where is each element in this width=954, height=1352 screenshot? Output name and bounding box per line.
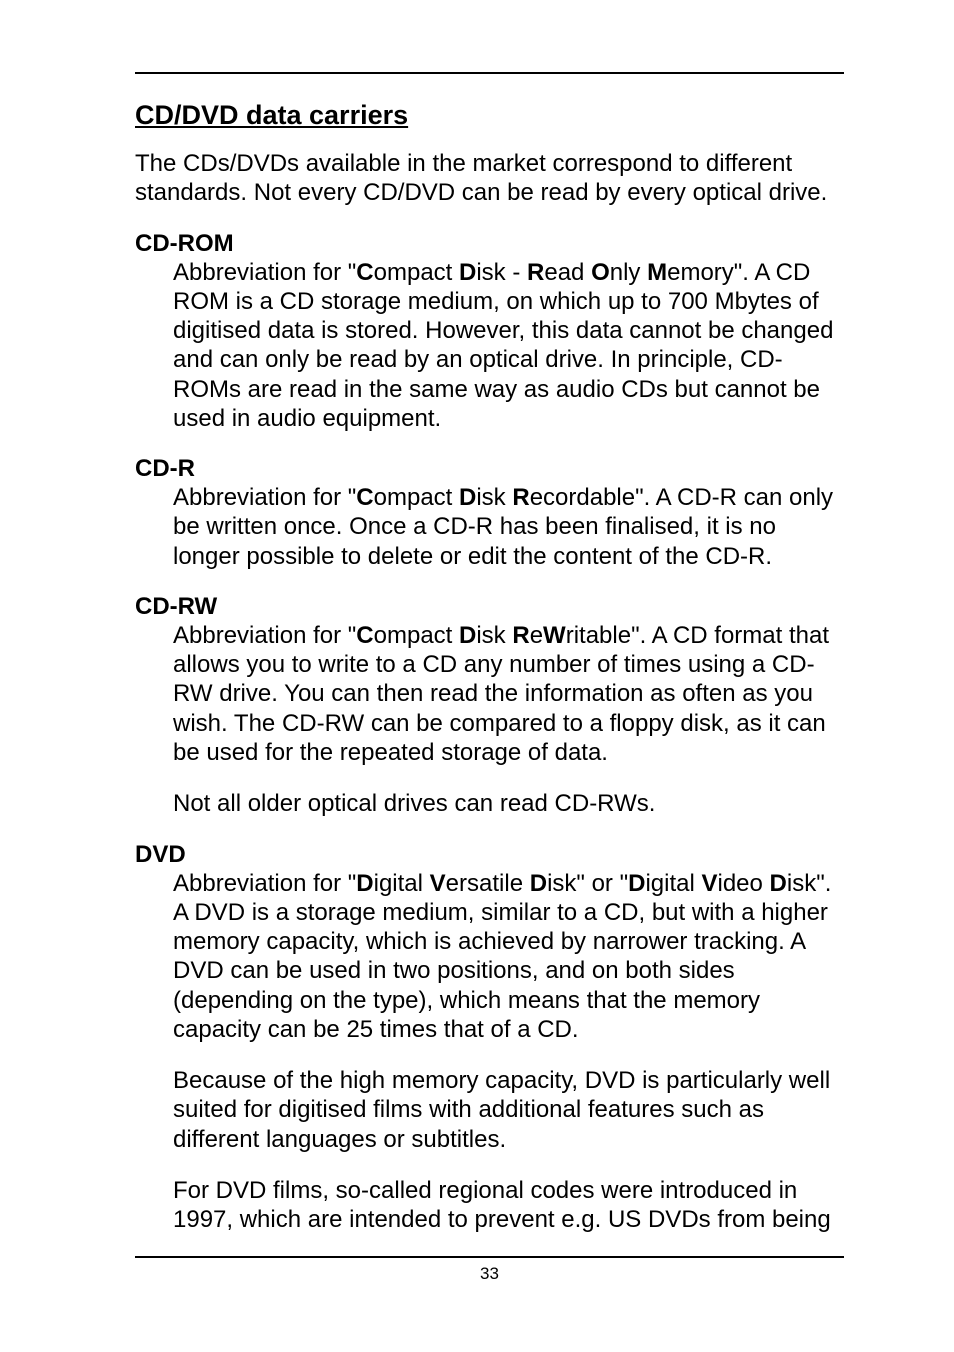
page-number: 33 [135, 1264, 844, 1284]
text-bold: D [459, 622, 476, 649]
text-bold: R [512, 484, 529, 511]
text-bold: O [591, 259, 610, 286]
text: igital [645, 870, 701, 897]
text-bold: W [543, 622, 566, 649]
text-bold: D [356, 870, 373, 897]
text: isk" or " [547, 870, 628, 897]
term-cdr: CD-R Abbreviation for "Compact Disk Reco… [135, 455, 844, 571]
term-dvd-body: Abbreviation for "Digital Versatile Disk… [173, 869, 844, 1235]
term-cdrom: CD-ROM Abbreviation for "Compact Disk - … [135, 230, 844, 434]
text-bold: M [647, 259, 667, 286]
term-dvd-label: DVD [135, 841, 844, 869]
term-dvd-p3: For DVD films, so-called regional codes … [173, 1176, 844, 1235]
term-cdrom-label: CD-ROM [135, 230, 844, 258]
text-bold: C [356, 484, 373, 511]
text: isk - [476, 259, 527, 286]
text: ompact [374, 259, 459, 286]
text: ersatile [446, 870, 530, 897]
term-cdrom-p1: Abbreviation for "Compact Disk - Read On… [173, 258, 844, 434]
text: Abbreviation for " [173, 622, 356, 649]
text: Abbreviation for " [173, 870, 356, 897]
text-bold: R [512, 622, 529, 649]
term-cdrw-p1: Abbreviation for "Compact Disk ReWritabl… [173, 621, 844, 767]
section-title: CD/DVD data carriers [135, 100, 844, 131]
term-cdrw-label: CD-RW [135, 593, 844, 621]
text-bold: D [459, 484, 476, 511]
text-bold: C [356, 259, 373, 286]
text: isk [476, 484, 512, 511]
text-bold: V [701, 870, 717, 897]
text: ompact [374, 484, 459, 511]
bottom-horizontal-rule [135, 1256, 844, 1258]
text-bold: V [430, 870, 446, 897]
text: igital [374, 870, 430, 897]
term-cdrw-p2: Not all older optical drives can read CD… [173, 789, 844, 818]
text-bold: C [356, 622, 373, 649]
term-dvd-p1: Abbreviation for "Digital Versatile Disk… [173, 869, 844, 1045]
term-cdrw: CD-RW Abbreviation for "Compact Disk ReW… [135, 593, 844, 819]
text-bold: D [770, 870, 787, 897]
text-bold: D [530, 870, 547, 897]
text: Abbreviation for " [173, 259, 356, 286]
text: isk [476, 622, 512, 649]
text-bold: D [628, 870, 645, 897]
term-cdr-label: CD-R [135, 455, 844, 483]
intro-paragraph: The CDs/DVDs available in the market cor… [135, 149, 844, 208]
term-cdrw-body: Abbreviation for "Compact Disk ReWritabl… [173, 621, 844, 819]
text-bold: D [459, 259, 476, 286]
text: nly [610, 259, 647, 286]
term-dvd: DVD Abbreviation for "Digital Versatile … [135, 841, 844, 1235]
text: Abbreviation for " [173, 484, 356, 511]
text: ead [544, 259, 591, 286]
term-cdr-p1: Abbreviation for "Compact Disk Recordabl… [173, 483, 844, 571]
text: ompact [374, 622, 459, 649]
page: CD/DVD data carriers The CDs/DVDs availa… [0, 0, 954, 1352]
text: e [530, 622, 543, 649]
term-cdrom-body: Abbreviation for "Compact Disk - Read On… [173, 258, 844, 434]
term-dvd-p2: Because of the high memory capacity, DVD… [173, 1066, 844, 1154]
top-horizontal-rule [135, 72, 844, 74]
term-cdr-body: Abbreviation for "Compact Disk Recordabl… [173, 483, 844, 571]
text: ideo [718, 870, 770, 897]
text-bold: R [527, 259, 544, 286]
